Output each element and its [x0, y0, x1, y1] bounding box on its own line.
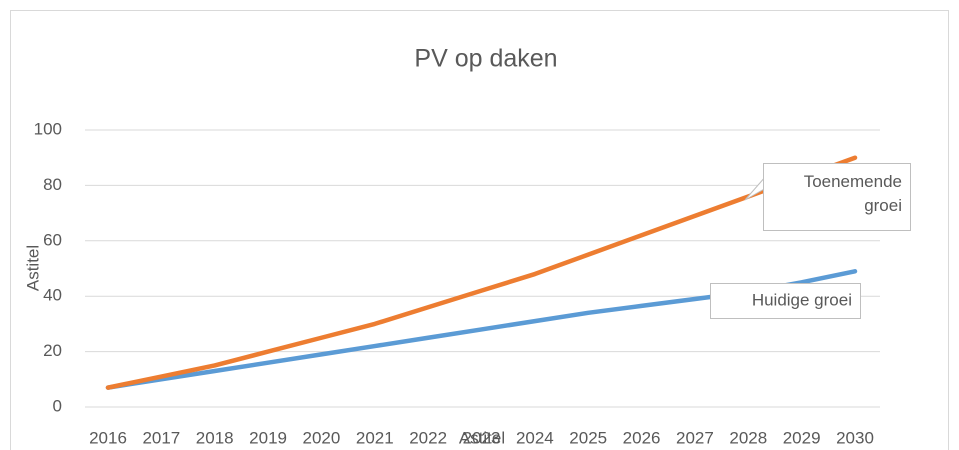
series-label: Toenemende groei: [803, 172, 902, 215]
x-tick-label: 2018: [196, 428, 234, 447]
y-tick-label: 0: [53, 396, 62, 415]
y-tick-label: 80: [43, 175, 62, 194]
y-tick-label: 40: [43, 286, 62, 305]
x-tick-label: 2029: [783, 428, 821, 447]
callout-box: [763, 163, 911, 231]
x-tick-label: 2020: [303, 428, 341, 447]
x-tick-label: 2019: [249, 428, 287, 447]
x-tick-label: 2021: [356, 428, 394, 447]
x-tick-label: 2023: [463, 428, 501, 447]
x-tick-label: 2022: [409, 428, 447, 447]
series-line: [105, 155, 858, 390]
series-label: Huidige groei: [752, 290, 852, 309]
x-tick-label: 2030: [836, 428, 874, 447]
chart-title: PV op daken: [414, 45, 557, 73]
callout: Toenemende groei: [803, 172, 902, 215]
x-tick-label: 2028: [729, 428, 767, 447]
y-tick-label: 20: [43, 341, 62, 360]
x-tick-label: 2016: [89, 428, 127, 447]
y-axis-title: Astitel: [23, 245, 42, 291]
x-tick-label: 2027: [676, 428, 714, 447]
x-tick-label: 2025: [569, 428, 607, 447]
y-tick-label: 100: [34, 119, 62, 138]
x-tick-label: 2024: [516, 428, 554, 447]
y-tick-label: 60: [43, 230, 62, 249]
x-axis-title: Astitel: [459, 428, 505, 447]
x-tick-label: 2017: [142, 428, 180, 447]
x-tick-label: 2026: [623, 428, 661, 447]
callout-box: [710, 283, 861, 319]
